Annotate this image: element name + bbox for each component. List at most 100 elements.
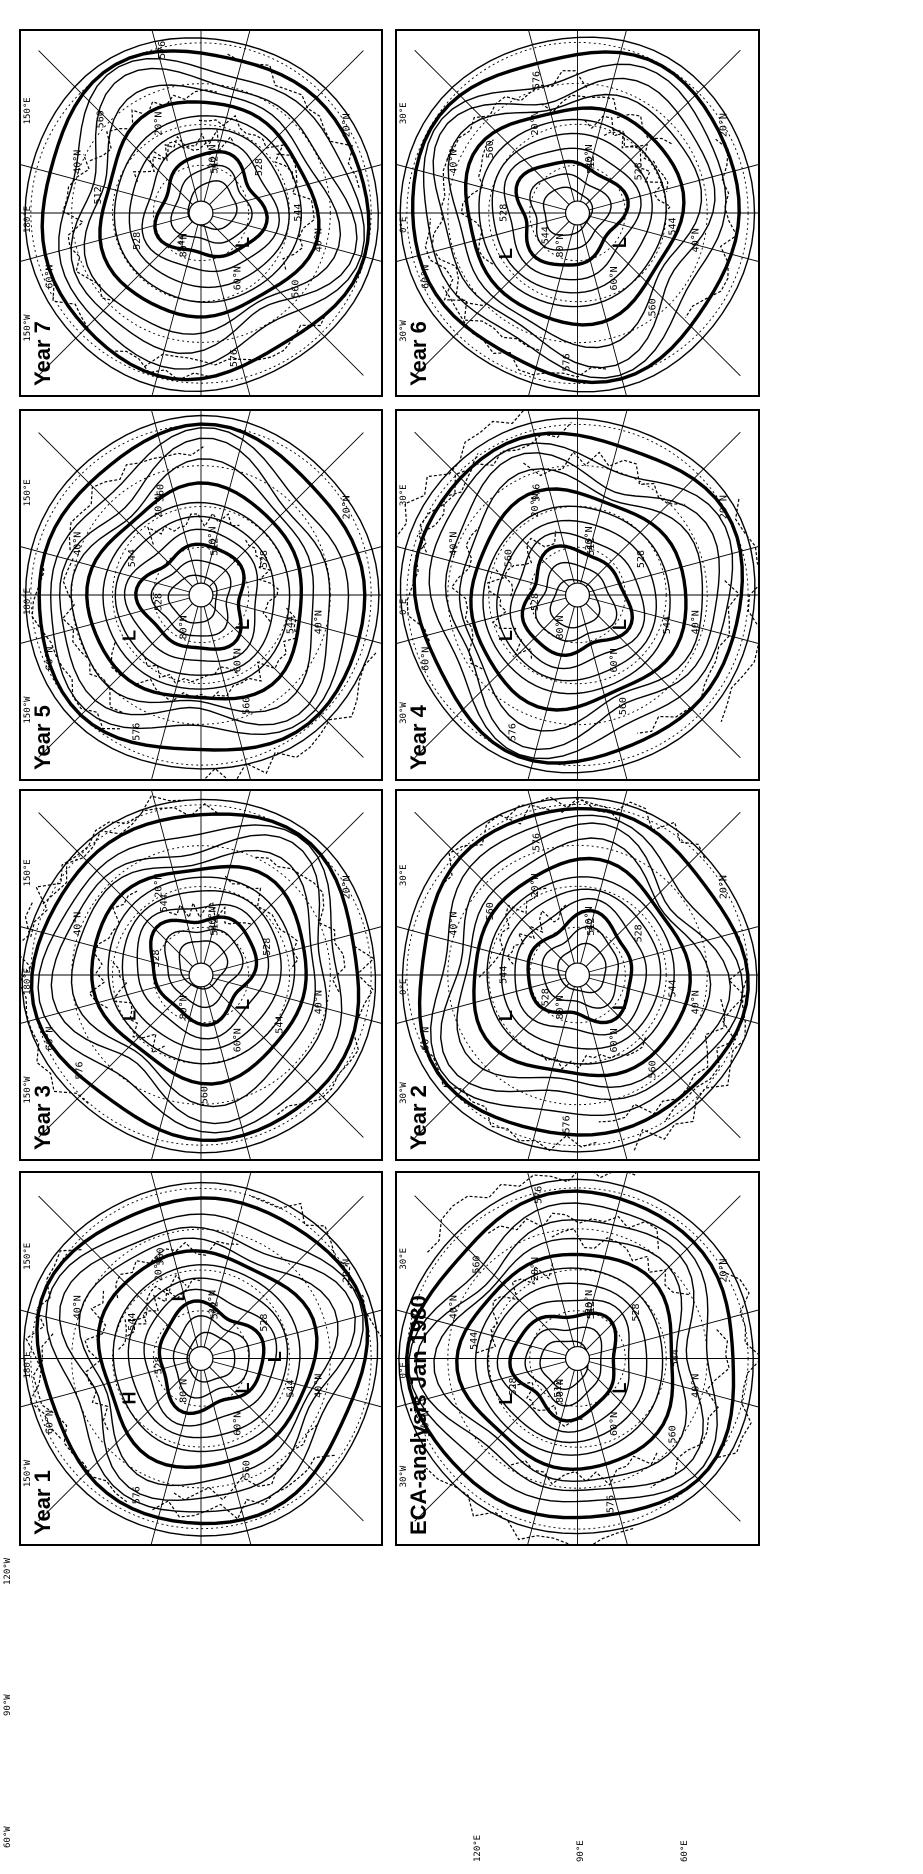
height-contour xyxy=(107,876,296,1065)
height-contour xyxy=(134,542,246,651)
panel-title: ECA-analysis Jan 1980 xyxy=(406,1295,431,1535)
coastline xyxy=(706,1270,758,1471)
height-contour xyxy=(83,84,342,335)
contour-value-label: 528 xyxy=(254,158,265,176)
contour-value-label: 576 xyxy=(157,41,168,59)
contour-value-label: 528 xyxy=(154,593,165,611)
coastline xyxy=(598,998,726,1123)
height-contour xyxy=(49,427,350,736)
height-contour xyxy=(24,414,380,770)
meridian-line xyxy=(200,1358,252,1544)
height-contour xyxy=(526,908,634,1025)
height-contour xyxy=(432,77,716,369)
meridian-line xyxy=(577,974,628,1159)
height-contour xyxy=(529,173,612,251)
contour-value-label: 544 xyxy=(540,226,551,244)
meridian-line xyxy=(38,974,202,1138)
height-contour xyxy=(486,1282,648,1444)
contour-value-label: 512 xyxy=(210,918,221,936)
coastline xyxy=(276,945,375,1116)
longitude-label: 0°E xyxy=(399,217,409,233)
meridian-line xyxy=(150,1358,202,1544)
latitude-label: 60°N xyxy=(232,1028,243,1052)
side-longitude-label: 120°E xyxy=(473,1835,483,1862)
height-contour xyxy=(128,127,290,289)
coastline xyxy=(172,1424,318,1501)
latitude-label: 20°N xyxy=(530,873,541,897)
height-contour xyxy=(399,36,756,393)
height-contour xyxy=(172,1315,250,1399)
contour-value-label: 560 xyxy=(199,1086,210,1104)
longitude-label: 30°E xyxy=(399,864,409,886)
coastline xyxy=(68,445,205,551)
latitude-label: 60°N xyxy=(609,1412,620,1436)
meridian-line xyxy=(528,31,578,214)
latitude-label: 20°N xyxy=(207,1290,218,1314)
contour-value-label: 528 xyxy=(508,1377,519,1395)
contour-value-label: 560 xyxy=(472,1256,483,1274)
coastline xyxy=(255,856,346,993)
height-contour xyxy=(113,115,303,304)
coastline xyxy=(427,1173,636,1253)
latitude-label: 20°N xyxy=(154,112,165,136)
contour-value-label: 544 xyxy=(498,966,509,984)
latitude-label: 80°N xyxy=(179,1379,190,1403)
height-contour xyxy=(486,876,675,1065)
panel-title: Year 4 xyxy=(406,704,431,770)
contour-value-label: 576 xyxy=(531,833,542,851)
height-contour xyxy=(58,57,365,370)
contour-value-label: 512 xyxy=(210,1301,221,1319)
height-contour xyxy=(37,824,343,1134)
meridian-line xyxy=(414,212,578,377)
meridian-line xyxy=(38,1195,202,1359)
meridian-line xyxy=(397,594,578,644)
coastline xyxy=(431,146,483,307)
meridian-line xyxy=(397,926,578,976)
coastline xyxy=(21,901,89,1104)
contour-value-label: 560 xyxy=(155,1247,166,1265)
contour-value-label: 576 xyxy=(131,723,142,741)
coastline xyxy=(450,527,483,670)
contour-value-label: 512 xyxy=(586,918,597,936)
contour-value-label: 544 xyxy=(285,1380,296,1398)
meridian-line xyxy=(577,974,741,1139)
coastline xyxy=(397,411,524,537)
meridian-line xyxy=(200,31,251,214)
longitude-label: 30°E xyxy=(399,1248,409,1270)
low-pressure-marker: L xyxy=(233,1383,253,1394)
height-contour xyxy=(404,1189,736,1520)
latitude-label: 60°N xyxy=(420,1027,431,1051)
contour-value-label: 512 xyxy=(586,1301,597,1319)
contour-value-label: 528 xyxy=(530,593,541,611)
contour-value-label: 544 xyxy=(127,549,138,567)
contour-value-label: 544 xyxy=(668,217,679,235)
longitude-label: 180°E xyxy=(23,1351,33,1378)
contour-value-label: 560 xyxy=(648,298,659,316)
latitude-label: 40°N xyxy=(690,228,701,252)
north-pole-marker xyxy=(564,200,591,226)
latitude-label: 40°N xyxy=(449,1295,460,1319)
side-longitude-label: 60°W xyxy=(3,1826,13,1848)
coastline xyxy=(31,557,121,730)
meridian-line xyxy=(397,212,578,262)
height-contour xyxy=(410,50,741,385)
contour-value-label: 544 xyxy=(469,1332,480,1350)
contour-value-label: 528 xyxy=(154,1356,165,1374)
meridian-line xyxy=(200,926,381,976)
coastline xyxy=(198,114,294,182)
height-contour xyxy=(456,837,712,1089)
latitude-label: 60°N xyxy=(232,1412,243,1436)
height-contour xyxy=(24,37,380,393)
height-contour xyxy=(447,93,703,349)
meridian-line xyxy=(577,1358,741,1522)
height-contour xyxy=(458,467,704,732)
meridian-line xyxy=(200,164,381,214)
meridian-line xyxy=(21,212,202,262)
coastline xyxy=(147,512,240,545)
panel-title: Year 6 xyxy=(406,321,431,386)
coastline xyxy=(132,135,213,182)
height-contour xyxy=(58,437,331,726)
height-contour xyxy=(439,822,732,1101)
longitude-label: 150°W xyxy=(23,1459,33,1487)
coastline xyxy=(510,1452,658,1486)
